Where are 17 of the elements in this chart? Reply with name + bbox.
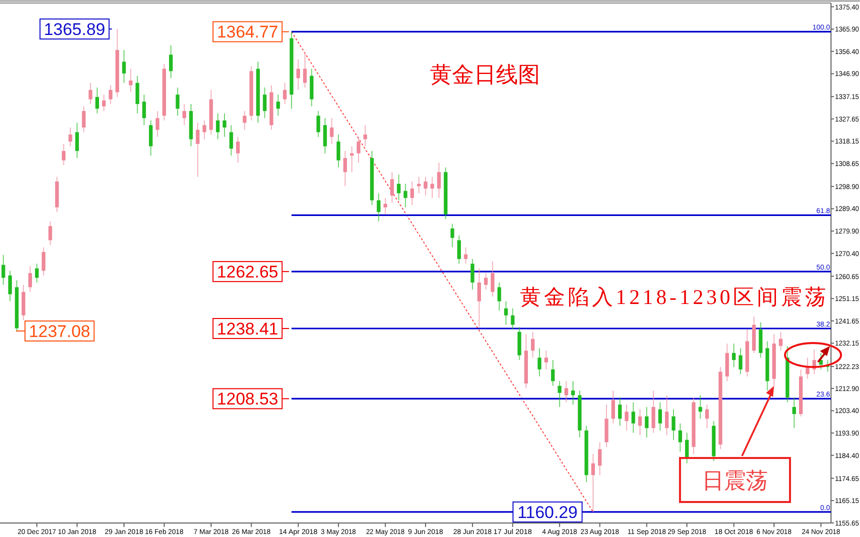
annotation: 1365.89 xyxy=(44,20,106,39)
annotation: 1238.41 xyxy=(216,320,278,339)
annotation: 黄金日线图 xyxy=(430,62,540,87)
price-label: 1262.65 xyxy=(212,261,290,282)
annotation: 1364.77 xyxy=(216,22,278,42)
annotation: 1208.53 xyxy=(216,390,278,409)
annotation: 1160.29 xyxy=(517,502,578,522)
price-label: 1208.53 xyxy=(212,388,290,410)
annotation: 日震荡 xyxy=(702,468,768,493)
price-label: 1237.08 xyxy=(16,320,95,342)
annotation: 1237.08 xyxy=(28,322,90,341)
price-label: 1364.77 xyxy=(212,21,290,42)
annotation: 黄金陷入1218-1230区间震荡 xyxy=(520,285,826,309)
annotation: 1262.65 xyxy=(216,262,278,282)
price-label: 1238.41 xyxy=(212,318,290,339)
price-label: 1365.89 xyxy=(40,18,112,40)
price-label: 1160.29 xyxy=(512,501,586,522)
